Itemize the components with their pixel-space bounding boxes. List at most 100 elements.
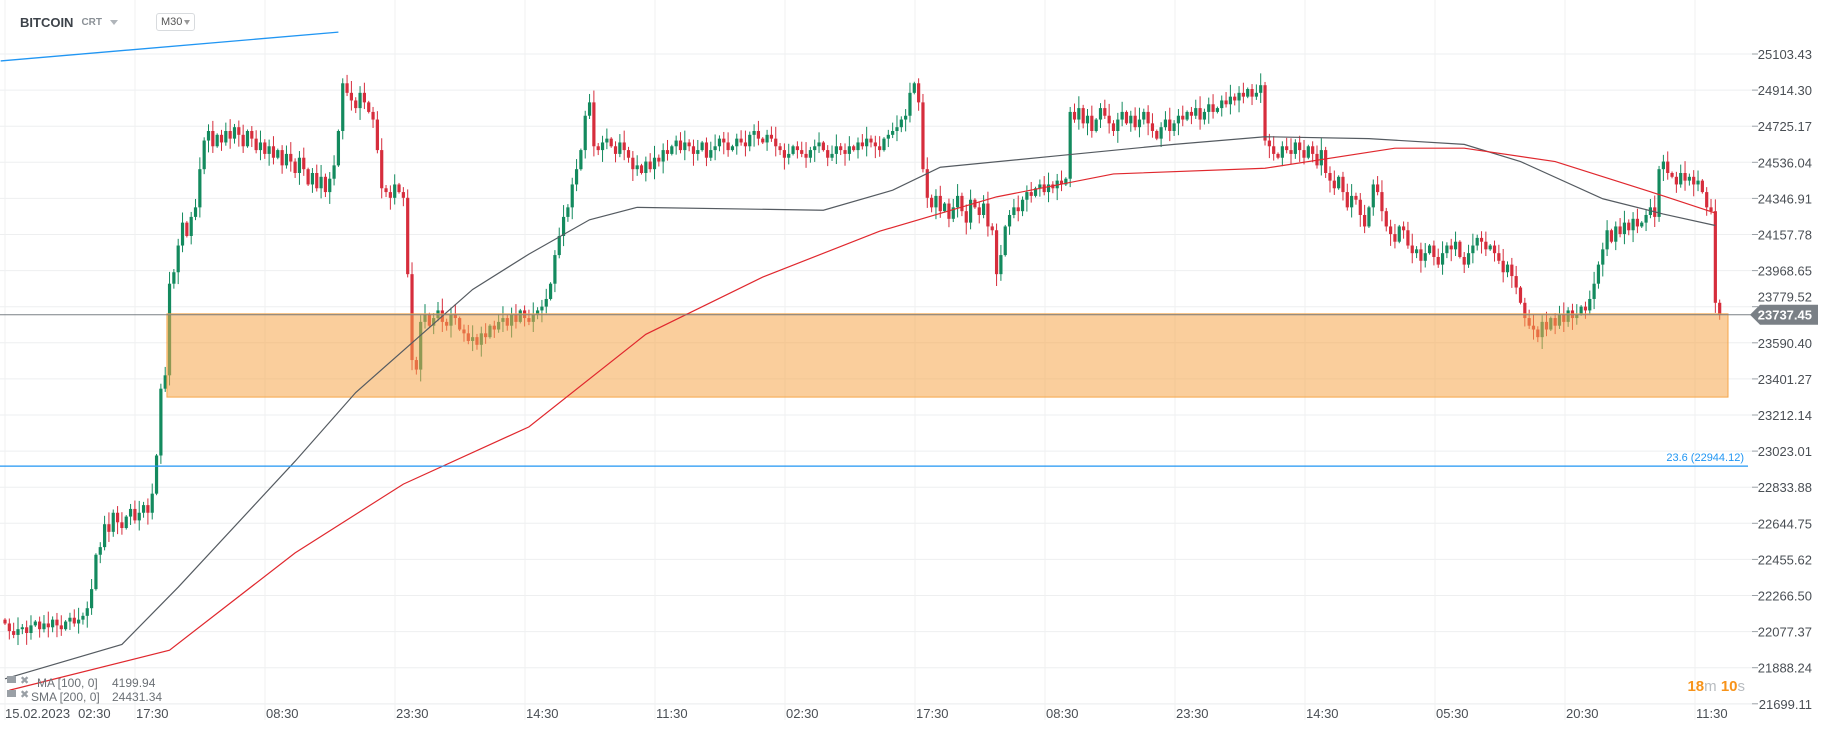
candle <box>605 128 609 150</box>
candle <box>128 503 133 525</box>
settings-icon[interactable] <box>7 690 16 697</box>
candle <box>891 122 895 139</box>
candle <box>960 192 964 217</box>
candle-body <box>1592 283 1596 299</box>
candle-body <box>761 138 765 143</box>
candle-body <box>891 131 895 135</box>
candle <box>185 221 189 238</box>
candle-body <box>1150 123 1155 132</box>
candle-body <box>622 142 626 151</box>
instrument-type: CRT <box>81 16 103 28</box>
y-axis: 25103.43 24914.30 24725.17 24536.04 24346.91… <box>1752 47 1812 712</box>
candle <box>1211 94 1215 119</box>
candle-body <box>1683 172 1687 181</box>
candle <box>1194 99 1198 119</box>
candle <box>1332 170 1336 195</box>
candle-body <box>310 172 315 185</box>
candle-body <box>1384 211 1388 227</box>
candle <box>1042 176 1046 196</box>
candle <box>1116 112 1120 143</box>
candle <box>631 151 635 182</box>
close-icon[interactable]: ✖ <box>20 689 29 701</box>
legend-sma200-value: 24431.34 <box>112 690 162 704</box>
candle-body <box>1137 119 1142 128</box>
candle-body <box>765 134 769 143</box>
settings-icon[interactable] <box>7 676 16 683</box>
candle <box>284 145 289 169</box>
candle <box>1458 240 1462 259</box>
candle <box>566 204 570 222</box>
candle-body <box>1371 184 1375 208</box>
candle-body <box>1410 245 1414 254</box>
candle-countdown: 18m 10s <box>1687 678 1745 695</box>
support-zone[interactable] <box>166 313 1729 398</box>
candle <box>756 120 761 146</box>
candle <box>968 189 973 230</box>
candle-body <box>176 245 180 273</box>
candle <box>1670 171 1674 179</box>
candle-body <box>678 140 683 151</box>
candle <box>150 483 154 520</box>
candle <box>852 144 856 152</box>
candle-body <box>1289 150 1293 154</box>
current-price-label: 23737.45 <box>1758 308 1812 323</box>
candle-body <box>1207 104 1211 112</box>
candle <box>276 148 280 160</box>
candle <box>94 553 98 591</box>
current-price-tag: 23737.45 <box>1750 304 1818 325</box>
candle <box>211 120 215 153</box>
candle <box>1410 233 1414 264</box>
candle <box>154 453 159 496</box>
candle <box>1635 208 1640 234</box>
candle-body <box>193 207 198 217</box>
candle-body <box>605 138 609 143</box>
candle <box>947 198 951 228</box>
legend-ma100[interactable]: ✖ MA [100, 0] 4199.94 <box>7 675 156 690</box>
candle <box>90 578 94 615</box>
legend-sma200[interactable]: ✖ SMA [200, 0] 24431.34 <box>7 689 162 704</box>
candle-body <box>808 150 812 158</box>
symbol-name[interactable]: BITCOIN <box>20 14 74 30</box>
chevron-down-icon[interactable] <box>110 19 119 25</box>
candle-body <box>925 169 929 198</box>
x-tick-label: 20:30 <box>1566 706 1599 721</box>
trendline[interactable] <box>0 31 339 62</box>
candle <box>345 74 349 97</box>
candle <box>172 269 176 289</box>
candle-body <box>899 119 903 128</box>
candle <box>981 195 986 219</box>
candle <box>189 211 193 245</box>
candle <box>544 288 548 314</box>
candle-body <box>1237 92 1241 101</box>
candle <box>1683 161 1687 191</box>
candle <box>609 137 613 148</box>
candle <box>795 141 799 159</box>
close-icon[interactable]: ✖ <box>20 675 29 687</box>
candle-body <box>1181 115 1185 120</box>
candle <box>180 212 185 253</box>
candle-body <box>717 138 722 147</box>
timeframe-select[interactable]: M30 <box>156 13 196 31</box>
candle <box>68 612 72 630</box>
candle <box>1679 164 1683 188</box>
candle-body <box>583 115 587 151</box>
candle <box>141 501 146 518</box>
candle <box>102 515 107 551</box>
candle-body <box>674 140 678 147</box>
candle <box>397 182 401 194</box>
candle-body <box>1020 199 1025 212</box>
candle-body <box>713 146 717 151</box>
candle-body <box>938 195 942 212</box>
timeframe-value: M30 <box>161 16 183 28</box>
candle <box>42 615 46 633</box>
candle <box>700 140 704 152</box>
candle-body <box>328 178 332 193</box>
legend-sma200-name: SMA [200, 0] <box>31 690 100 704</box>
candle <box>1609 228 1614 244</box>
candle <box>596 143 600 156</box>
candle-body <box>839 146 843 151</box>
candle-body <box>1484 241 1488 250</box>
candle <box>1648 198 1652 219</box>
candle-body <box>852 146 856 151</box>
